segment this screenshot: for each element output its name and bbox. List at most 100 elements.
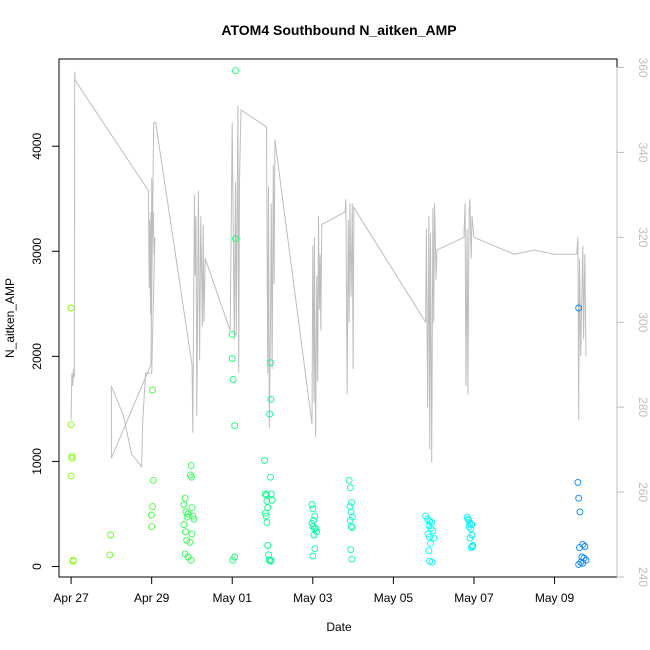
y-axis-right: 240 260 280 300 320 340 360 <box>616 57 650 587</box>
data-point <box>310 531 318 539</box>
data-point <box>267 473 274 481</box>
y2-tick-label: 340 <box>636 142 650 162</box>
x-tick-label: May 05 <box>374 591 414 605</box>
data-point <box>347 523 355 531</box>
data-point <box>228 330 236 338</box>
data-point <box>188 530 196 538</box>
data-point <box>347 508 355 516</box>
y2-tick-label: 360 <box>636 57 650 77</box>
x-tick-label: May 03 <box>293 591 333 605</box>
data-point <box>187 462 195 470</box>
data-point <box>575 560 583 568</box>
data-point <box>67 304 75 312</box>
data-point <box>264 542 272 549</box>
data-point <box>149 476 157 484</box>
data-point <box>228 355 236 362</box>
data-point <box>345 476 353 484</box>
data-point <box>263 518 271 526</box>
point-series <box>67 67 590 568</box>
data-point <box>263 497 271 505</box>
data-point <box>424 530 432 538</box>
x-tick-label: May 07 <box>454 591 494 605</box>
data-point <box>189 512 197 520</box>
data-point <box>267 359 274 367</box>
x-axis-label: Date <box>326 620 352 634</box>
data-point <box>267 556 275 564</box>
y2-tick-label: 300 <box>636 312 650 332</box>
data-point <box>107 531 115 539</box>
data-point <box>309 552 317 560</box>
data-point <box>190 515 198 523</box>
data-point <box>425 547 433 555</box>
data-point <box>464 515 472 523</box>
data-point <box>67 472 75 480</box>
chart-title: ATOM4 Southbound N_aitken_AMP <box>221 22 456 38</box>
data-point <box>147 511 155 519</box>
data-point <box>149 386 156 394</box>
line-series <box>70 71 587 468</box>
data-point <box>232 235 239 243</box>
y-tick-label: 4000 <box>30 133 44 160</box>
data-point <box>261 456 268 464</box>
data-point <box>232 67 239 75</box>
data-point <box>182 528 189 536</box>
data-point <box>180 501 188 508</box>
y-tick-label: 1000 <box>30 448 44 475</box>
x-tick-label: Apr 27 <box>53 591 89 605</box>
data-point <box>267 395 275 403</box>
data-point <box>346 484 354 492</box>
data-point <box>309 505 317 513</box>
data-point <box>261 509 269 517</box>
data-point <box>346 503 354 511</box>
data-point <box>430 534 438 542</box>
data-point <box>575 304 583 312</box>
data-point <box>106 551 114 559</box>
data-point <box>188 473 196 481</box>
data-point <box>467 544 475 552</box>
data-point <box>466 519 474 527</box>
data-point <box>186 538 194 546</box>
data-point <box>468 543 476 550</box>
data-point <box>67 421 75 429</box>
y2-tick-label: 240 <box>636 567 650 587</box>
data-point <box>181 494 189 502</box>
y2-tick-label: 320 <box>636 227 650 247</box>
data-point <box>467 525 475 533</box>
x-tick-label: May 01 <box>213 591 253 605</box>
data-point <box>311 512 319 520</box>
data-point <box>465 523 473 531</box>
data-point <box>312 525 320 533</box>
x-axis: Apr 27 Apr 29 May 01 May 03 May 05 May 07 May … <box>53 576 575 605</box>
data-point <box>268 496 276 504</box>
data-point <box>574 478 582 486</box>
x-tick-label: May 09 <box>535 591 575 605</box>
data-point <box>148 523 156 531</box>
y-tick-label: 2000 <box>30 343 44 370</box>
data-point <box>229 376 237 383</box>
data-point <box>68 454 76 462</box>
x-tick-label: Apr 29 <box>134 591 170 605</box>
data-point <box>580 554 588 562</box>
data-point <box>188 504 196 512</box>
data-point <box>347 546 355 554</box>
data-point <box>428 558 436 566</box>
y-tick-label: 0 <box>30 563 44 570</box>
data-point <box>427 539 434 547</box>
data-point <box>308 501 316 508</box>
data-point <box>466 534 474 542</box>
data-point <box>348 498 355 506</box>
data-point <box>348 555 356 563</box>
y2-tick-label: 280 <box>636 397 650 417</box>
data-point <box>581 543 589 550</box>
data-point <box>182 508 190 516</box>
data-point <box>576 508 584 516</box>
data-point <box>348 524 356 532</box>
data-point <box>180 521 188 528</box>
data-point <box>231 422 239 430</box>
y-axis-label: N_aitken_AMP <box>3 278 17 358</box>
data-point <box>229 556 237 564</box>
data-point <box>576 544 583 552</box>
y2-tick-label: 260 <box>636 482 650 502</box>
data-point <box>429 527 437 535</box>
